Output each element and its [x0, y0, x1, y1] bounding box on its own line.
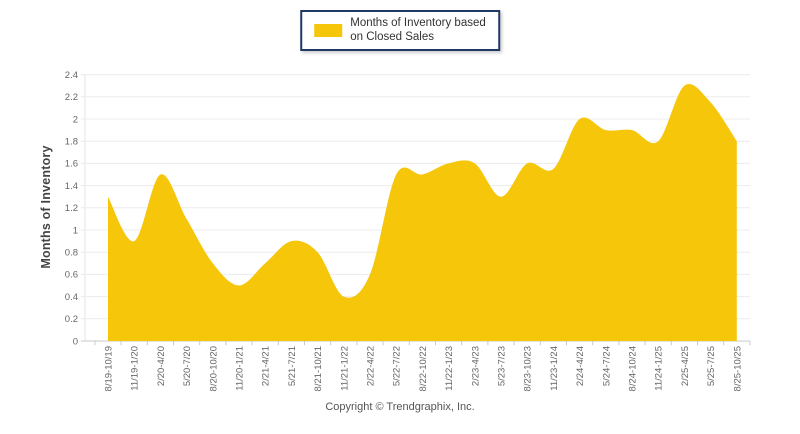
x-tick-label: 11/24-1/25 — [654, 346, 665, 391]
x-tick-label: 5/21-7/21 — [287, 346, 298, 386]
x-tick-label: 2/24-4/24 — [575, 346, 586, 386]
legend-label: Months of Inventory based on Closed Sale… — [350, 16, 486, 44]
y-tick-label: 1 — [73, 225, 78, 236]
y-tick-label: 1.6 — [65, 159, 78, 170]
y-tick-label: 2 — [73, 114, 78, 125]
y-tick-label: 0 — [73, 336, 78, 347]
y-tick-label: 0.6 — [65, 270, 78, 281]
x-tick-label: 8/23-10/23 — [523, 346, 534, 391]
x-tick-label: 11/21-1/22 — [339, 346, 350, 391]
x-tick-label: 2/25-4/25 — [680, 346, 691, 386]
legend-label-line1: Months of Inventory based — [350, 17, 486, 29]
x-tick-label: 5/24-7/24 — [601, 346, 612, 386]
x-tick-label: 2/21-4/21 — [261, 346, 272, 386]
y-tick-label: 2.2 — [65, 92, 78, 103]
chart-legend: Months of Inventory based on Closed Sale… — [300, 10, 500, 51]
x-tick-label: 2/20-4/20 — [156, 346, 167, 386]
x-tick-label: 8/22-10/22 — [418, 346, 429, 391]
x-tick-label: 11/23-1/24 — [549, 346, 560, 391]
x-tick-label: 8/25-10/25 — [732, 346, 743, 391]
x-tick-label: 8/24-10/24 — [628, 346, 639, 391]
copyright-text: Copyright © Trendgraphix, Inc. — [325, 401, 475, 413]
legend-label-line2: on Closed Sales — [350, 31, 434, 43]
x-tick-label: 2/22-4/22 — [366, 346, 377, 386]
y-tick-label: 0.2 — [65, 314, 78, 325]
x-tick-label: 11/22-1/23 — [444, 346, 455, 391]
legend-swatch-icon — [314, 23, 343, 37]
y-tick-label: 0.8 — [65, 248, 78, 259]
x-tick-label: 11/19-1/20 — [130, 346, 141, 391]
y-tick-label: 2.4 — [65, 70, 78, 81]
y-tick-label: 1.4 — [65, 181, 78, 192]
x-tick-label: 8/20-10/20 — [208, 346, 219, 391]
y-tick-label: 1.2 — [65, 203, 78, 214]
x-tick-label: 5/23-7/23 — [497, 346, 508, 386]
x-tick-label: 5/20-7/20 — [182, 346, 193, 386]
x-tick-label: 5/25-7/25 — [706, 346, 717, 386]
y-axis-title: Months of Inventory — [39, 145, 53, 269]
x-tick-label: 11/20-1/21 — [235, 346, 246, 391]
x-tick-label: 2/23-4/23 — [470, 346, 481, 386]
area-series — [108, 84, 737, 341]
x-tick-label: 5/22-7/22 — [392, 346, 403, 386]
x-tick-label: 8/21-10/21 — [313, 346, 324, 391]
x-tick-label: 8/19-10/19 — [104, 346, 115, 391]
y-tick-label: 0.4 — [65, 292, 78, 303]
y-tick-label: 1.8 — [65, 137, 78, 148]
